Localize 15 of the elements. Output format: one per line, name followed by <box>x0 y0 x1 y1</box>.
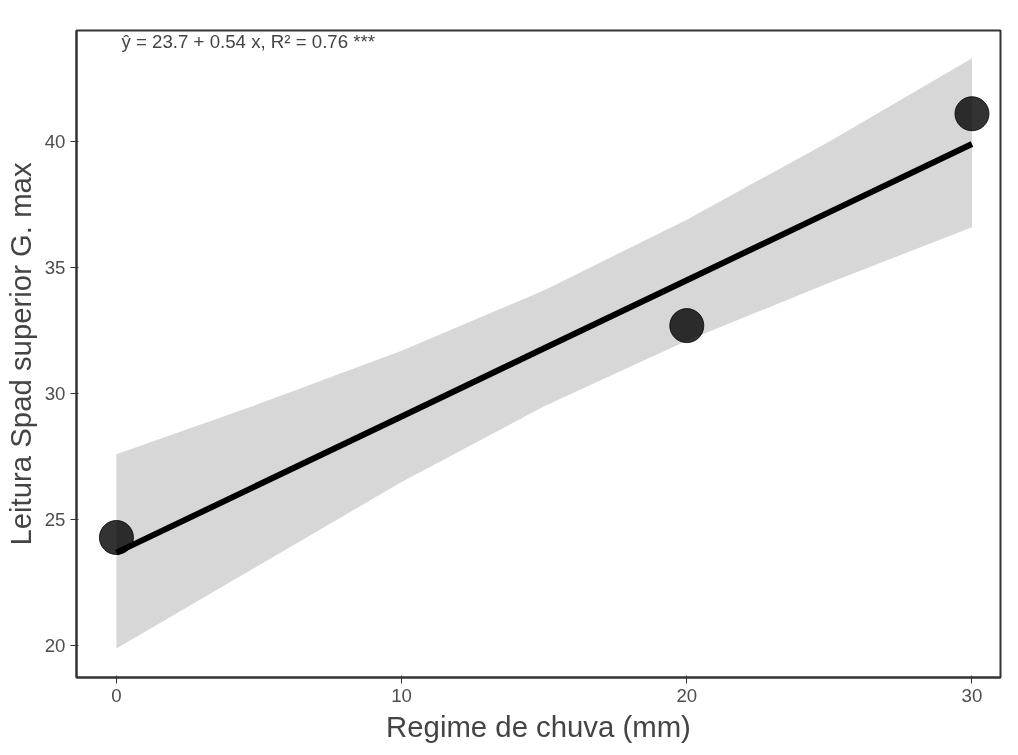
y-tick-label: 20 <box>44 635 66 657</box>
x-tick-label: 20 <box>676 684 698 706</box>
y-tick-label: 40 <box>44 130 66 152</box>
x-tick-label: 10 <box>391 684 412 706</box>
point <box>669 308 705 344</box>
annotation: ŷ = 23.7 + 0.54 x, R² = 0.76 *** <box>121 30 376 52</box>
point <box>954 96 990 132</box>
y-tick-label: 35 <box>44 257 66 279</box>
x-axis-title: Regime de chuva (mm) <box>386 709 691 743</box>
y-tick-label: 25 <box>44 509 66 531</box>
x-tick-label: 30 <box>961 684 983 706</box>
y-tick-label: 30 <box>44 383 66 405</box>
point <box>98 520 134 555</box>
x-tick-label: 0 <box>111 684 122 706</box>
y-axis-title: Leitura Spad superior G. max <box>3 162 37 546</box>
